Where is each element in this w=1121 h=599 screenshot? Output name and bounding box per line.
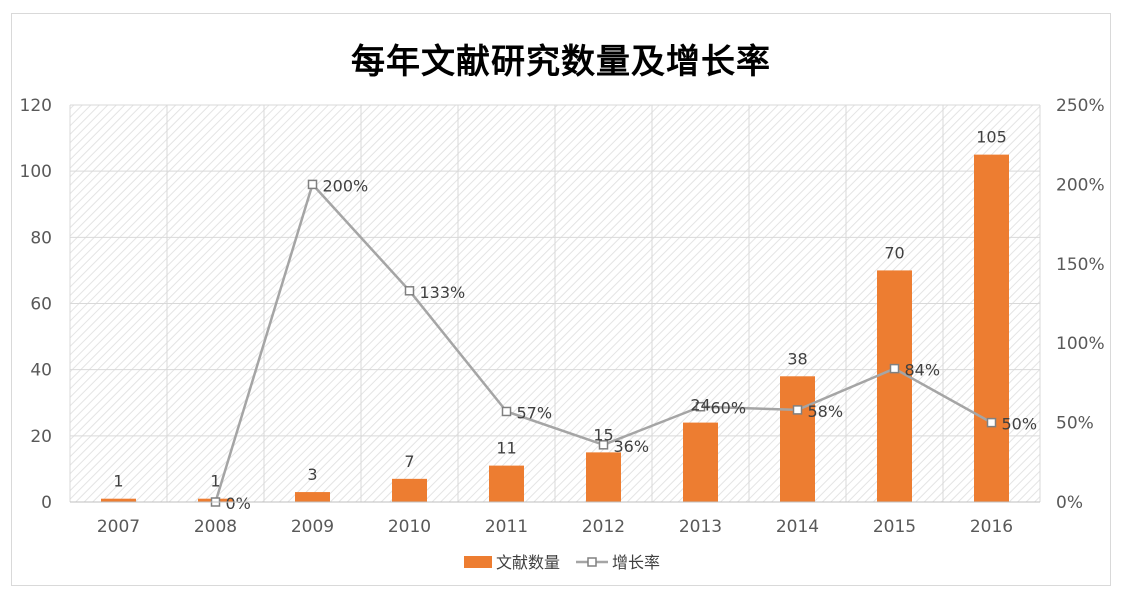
line-marker bbox=[986, 417, 997, 428]
line-data-label: 57% bbox=[517, 403, 553, 422]
line-marker bbox=[889, 363, 900, 374]
line-data-label: 133% bbox=[420, 283, 466, 302]
bar-series bbox=[101, 154, 1009, 502]
line-data-label: 58% bbox=[808, 402, 844, 421]
x-tick-label: 2016 bbox=[970, 517, 1013, 537]
chart-title: 每年文献研究数量及增长率 bbox=[351, 42, 771, 82]
x-tick-label: 2012 bbox=[582, 517, 625, 537]
line-marker bbox=[792, 405, 803, 415]
legend-bar-label: 文献数量 bbox=[496, 553, 560, 572]
line-data-label: 0% bbox=[226, 494, 251, 513]
x-tick-label: 2009 bbox=[291, 517, 334, 537]
bar bbox=[489, 465, 524, 502]
y-right-tick-label: 100% bbox=[1056, 334, 1105, 354]
x-tick-label: 2014 bbox=[776, 517, 819, 537]
y-right-tick-label: 200% bbox=[1056, 175, 1105, 195]
bar bbox=[586, 452, 621, 502]
y-left-tick-label: 100 bbox=[20, 162, 52, 182]
legend-line-label: 增长率 bbox=[612, 553, 660, 572]
y-right-tick-label: 0% bbox=[1056, 493, 1083, 513]
line-data-label: 36% bbox=[614, 437, 650, 456]
bar bbox=[974, 154, 1009, 502]
bar-data-label: 3 bbox=[307, 465, 317, 484]
line-data-label: 200% bbox=[323, 176, 369, 195]
line-data-label: 60% bbox=[711, 399, 747, 418]
y-left-tick-label: 0 bbox=[41, 493, 52, 513]
bar-data-label: 1 bbox=[210, 472, 220, 491]
x-tick-label: 2015 bbox=[873, 517, 916, 537]
bar bbox=[683, 422, 718, 502]
line-marker bbox=[695, 401, 706, 412]
bar bbox=[101, 498, 136, 502]
bar-data-label: 38 bbox=[787, 349, 807, 368]
bar bbox=[295, 492, 330, 502]
x-tick-label: 2013 bbox=[679, 517, 722, 537]
y-left-tick-label: 40 bbox=[30, 361, 52, 381]
line-marker bbox=[598, 440, 609, 450]
x-tick-label: 2008 bbox=[194, 517, 237, 537]
y-right-tick-label: 150% bbox=[1056, 255, 1105, 275]
bar-data-label: 70 bbox=[884, 243, 904, 262]
legend-line-marker bbox=[587, 557, 597, 567]
y-left-tick-label: 60 bbox=[30, 295, 52, 315]
bar-data-label: 11 bbox=[496, 439, 516, 458]
bar-data-label: 15 bbox=[593, 425, 613, 444]
line-data-label: 84% bbox=[905, 361, 941, 380]
y-right-tick-label: 50% bbox=[1056, 414, 1094, 434]
x-tick-label: 2011 bbox=[485, 517, 528, 537]
y-left-tick-label: 120 bbox=[20, 96, 52, 116]
line-marker bbox=[307, 179, 318, 190]
y-left-tick-label: 80 bbox=[30, 228, 52, 248]
x-tick-label: 2010 bbox=[388, 517, 431, 537]
bar-data-label: 105 bbox=[976, 128, 1007, 147]
line-marker bbox=[404, 286, 415, 296]
bar-data-label: 1 bbox=[113, 472, 123, 491]
x-tick-label: 2007 bbox=[97, 517, 140, 537]
bar-data-label: 24 bbox=[690, 396, 710, 415]
bar-data-label: 7 bbox=[404, 452, 414, 471]
bar bbox=[780, 376, 815, 502]
legend-bar-swatch bbox=[464, 556, 492, 568]
legend: 文献数量 增长率 bbox=[464, 553, 660, 572]
y-right-tick-label: 250% bbox=[1056, 96, 1105, 116]
bar bbox=[877, 270, 912, 502]
axes: 0204060801001200%50%100%150%200%250%2007… bbox=[20, 96, 1105, 537]
line-marker bbox=[501, 406, 512, 417]
line-data-label: 50% bbox=[1002, 415, 1038, 434]
y-left-tick-label: 20 bbox=[30, 427, 52, 447]
bar bbox=[392, 478, 427, 502]
